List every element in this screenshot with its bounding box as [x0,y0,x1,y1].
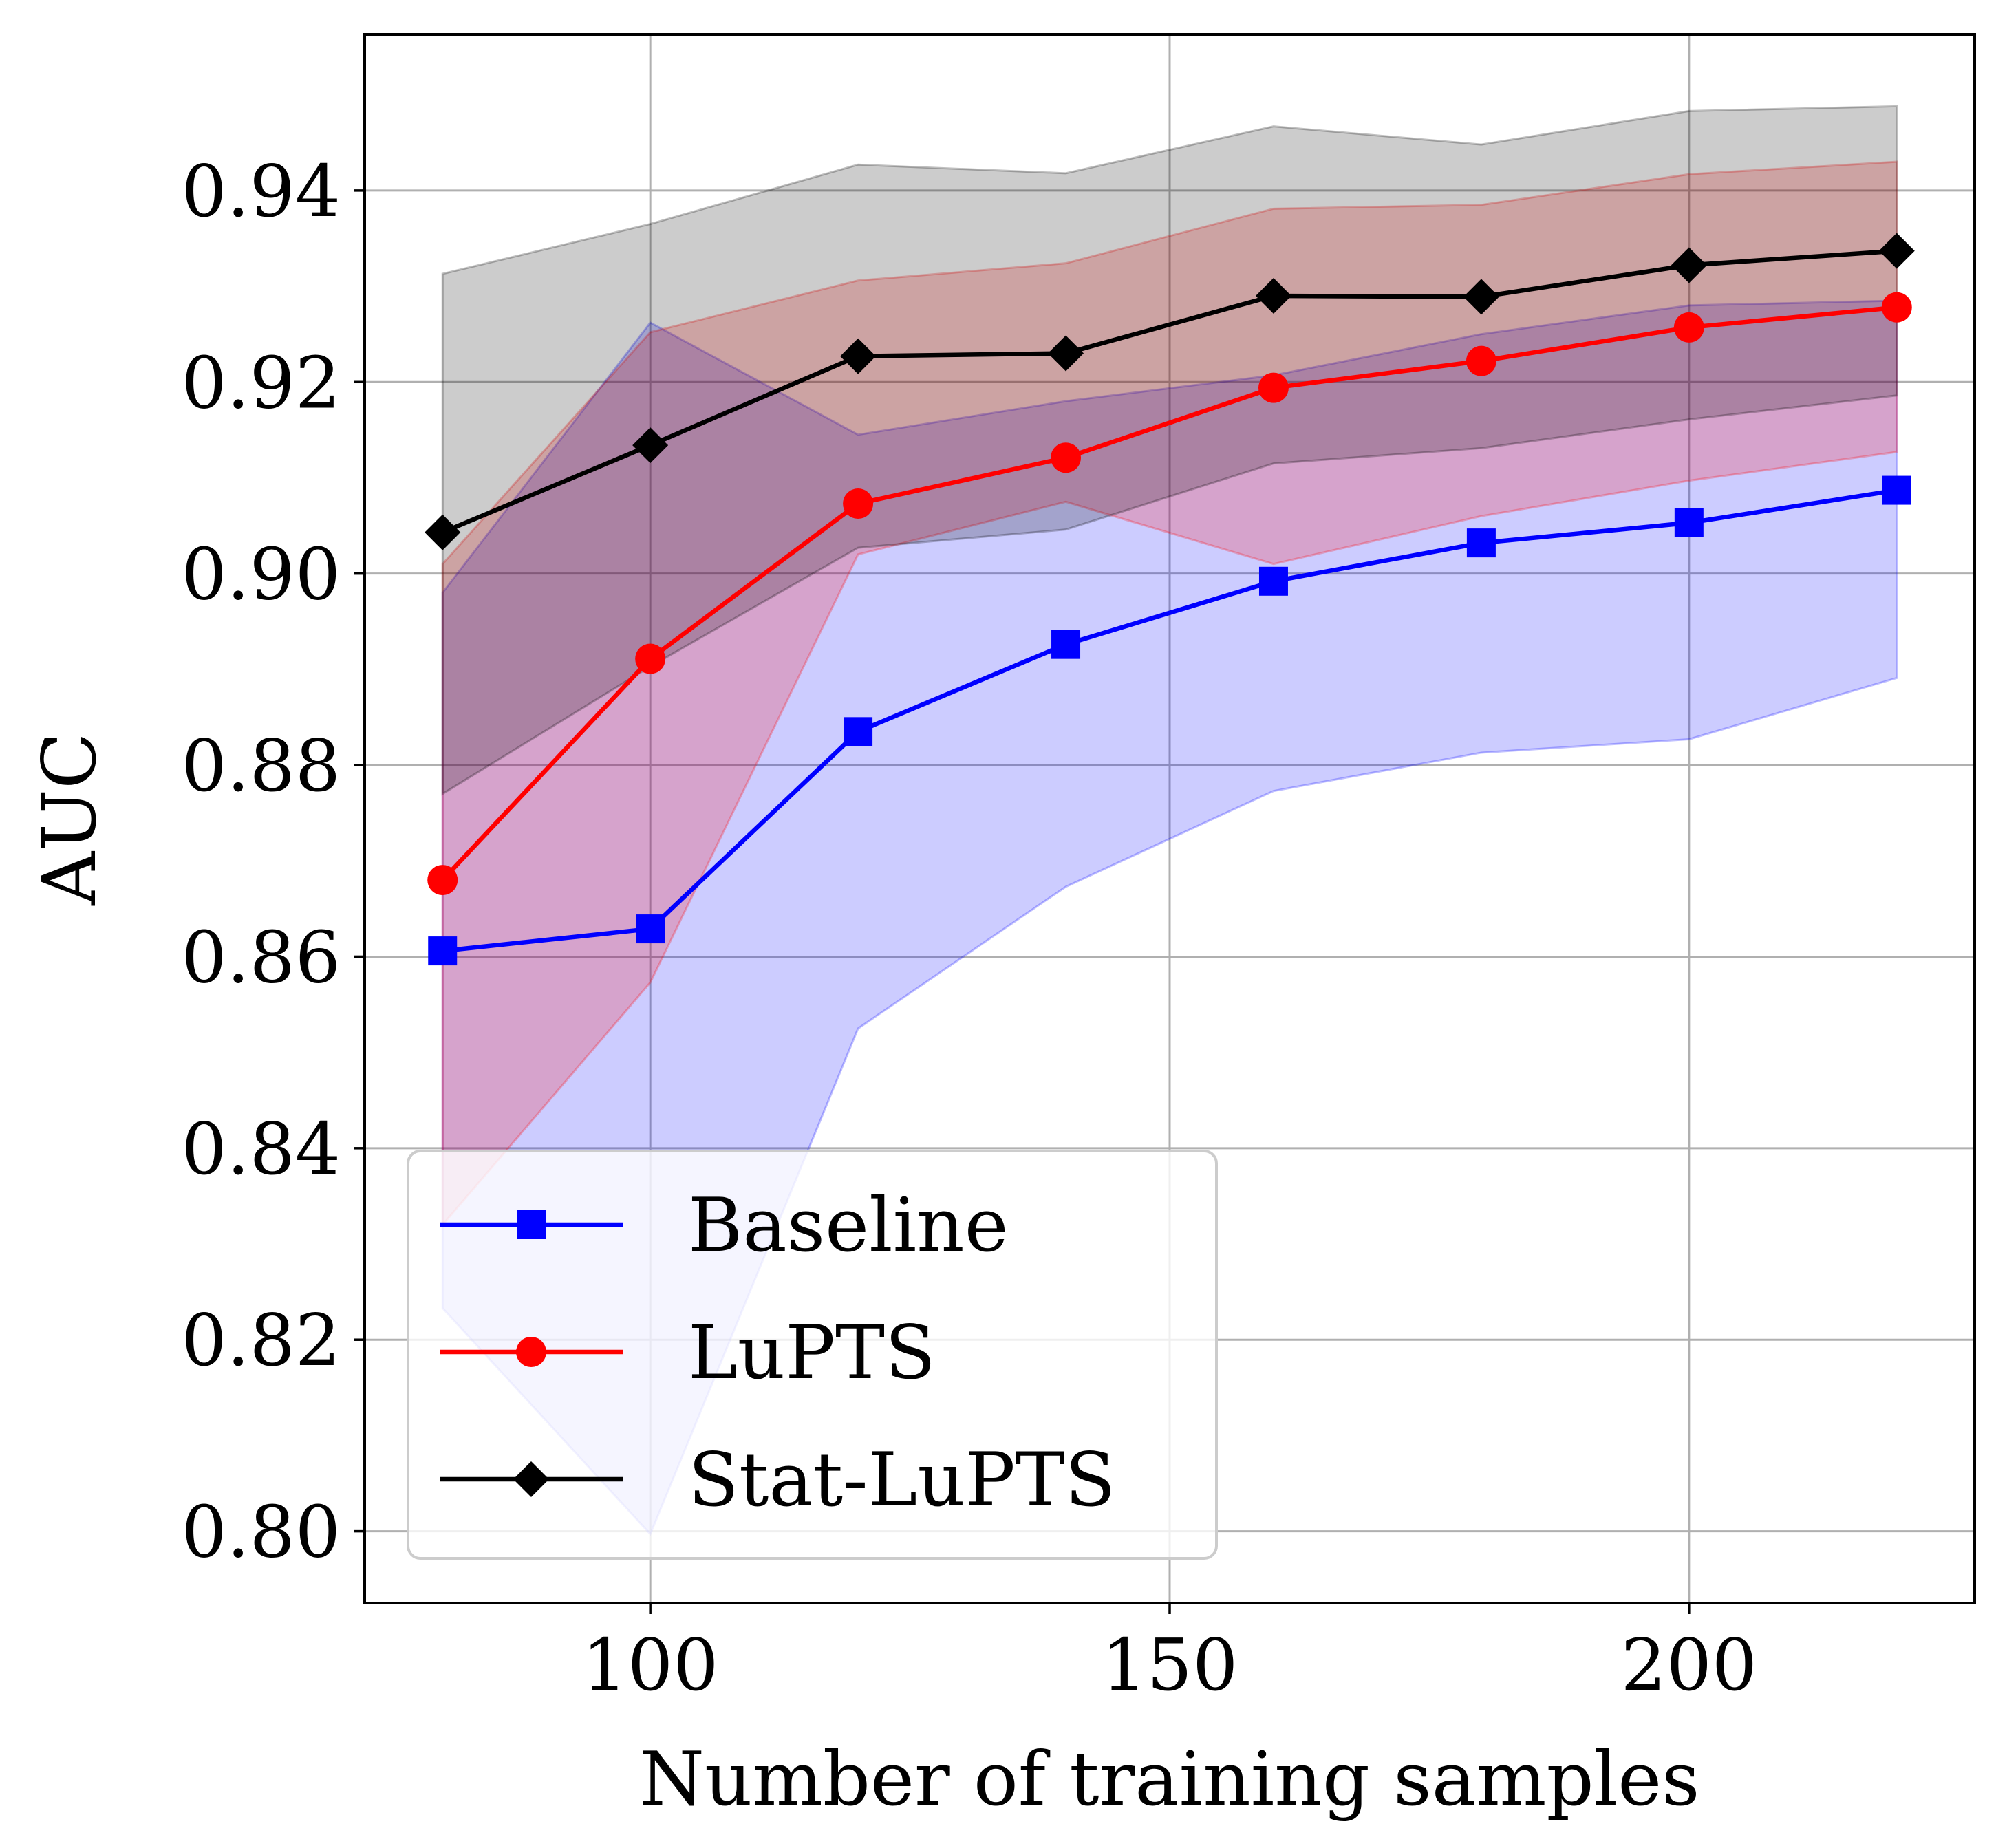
legend-marker-lupts [516,1337,546,1367]
point-lupts [1673,312,1704,343]
y-tick-label: 0.90 [181,533,341,616]
x-tick-label: 100 [582,1623,719,1707]
point-stat-lupts [425,514,461,550]
point-stat-lupts [1255,278,1291,314]
point-baseline [1466,528,1496,558]
point-stat-lupts [840,338,877,374]
point-lupts [427,865,458,896]
point-lupts [843,488,874,519]
x-tick-label: 150 [1102,1623,1238,1707]
point-baseline [636,914,665,944]
legend: Baseline LuPTS Stat-LuPTS [407,1150,1218,1560]
point-lupts [1466,345,1496,376]
point-stat-lupts [632,427,669,464]
line-baseline [442,488,1898,954]
series-markers [425,233,1915,966]
line-stat-lupts [441,248,1897,535]
band-lupts [441,160,1898,1228]
point-baseline [1051,630,1081,659]
line-lupts [440,305,1898,882]
point-lupts [1881,292,1912,323]
point-lupts [635,643,666,674]
point-lupts [1258,372,1289,403]
legend-marker-stat-lupts [513,1461,549,1497]
point-stat-lupts [1878,233,1915,269]
grid [365,34,1975,1603]
y-tick-label: 0.92 [181,341,341,425]
point-baseline [844,717,873,746]
y-tick-label: 0.80 [181,1490,341,1574]
point-lupts [1051,442,1082,473]
y-axis-ticks: 0.80 0.82 0.84 0.86 0.88 0.90 0.92 0.94 [181,149,365,1574]
y-tick-label: 0.86 [181,915,341,999]
point-stat-lupts [1671,247,1707,283]
y-tick-label: 0.94 [181,149,341,233]
point-baseline [1674,508,1704,537]
series-lines [440,248,1898,954]
legend-label-baseline: Baseline [688,1183,1009,1269]
x-tick-label: 200 [1621,1623,1758,1707]
x-axis-ticks: 100 150 200 [582,1603,1757,1707]
point-baseline [1258,566,1288,596]
point-stat-lupts [1463,279,1499,315]
x-axis-label: Number of training samples [639,1737,1699,1823]
point-baseline [428,936,458,966]
y-tick-label: 0.84 [181,1107,341,1191]
legend-label-stat-lupts: Stat-LuPTS [688,1437,1116,1523]
legend-marker-baseline [517,1210,546,1239]
y-axis-label: AUC [27,732,113,906]
point-stat-lupts [1048,335,1084,372]
legend-label-lupts: LuPTS [688,1310,936,1396]
confidence-bands [441,105,1898,1536]
point-baseline [1882,475,1911,505]
y-tick-label: 0.88 [181,724,341,808]
band-stat-lupts [441,105,1898,796]
legend-box [407,1150,1218,1560]
y-tick-label: 0.82 [181,1298,341,1382]
